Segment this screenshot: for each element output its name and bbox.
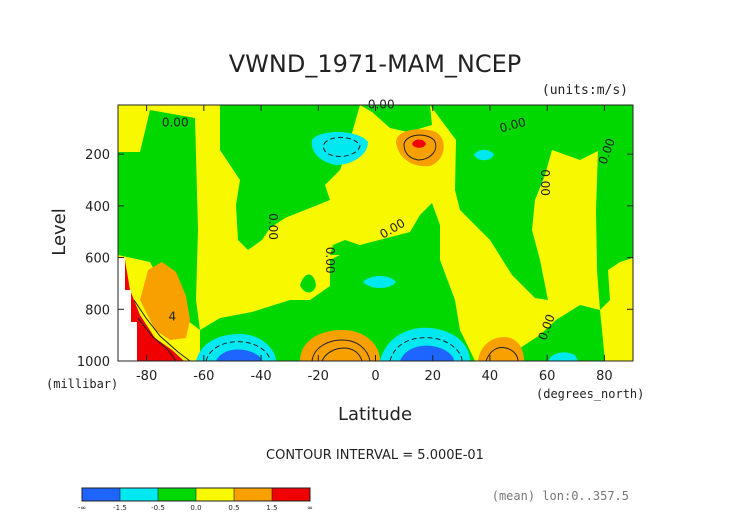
legend-swatch-4: [234, 488, 272, 501]
green-blob-small: [300, 274, 316, 293]
x-tick-label: -60: [193, 369, 214, 384]
y-tick-label: 600: [85, 252, 110, 267]
y-ticks: 200 400 600 800 1000: [77, 148, 633, 370]
contour-lines: [133, 134, 519, 362]
contour-line-dashed-bottom-mid: [389, 337, 463, 362]
x-tick-label: -80: [136, 369, 157, 384]
green-region-west: [118, 110, 200, 330]
green-region-far-east: [596, 145, 633, 310]
legend-swatch-2: [158, 488, 196, 501]
red-region-top: [412, 139, 426, 148]
legend-tick-label: 1.5: [266, 504, 277, 512]
x-tick-label: -20: [308, 369, 329, 384]
green-region-center-top: [360, 105, 432, 132]
orange-region-west: [140, 262, 190, 340]
contour-line-solid-top: [403, 134, 437, 161]
green-region-bottom-right: [518, 305, 605, 361]
x-axis-label: Latitude: [338, 404, 412, 425]
cyan-region-bottom-right: [548, 352, 578, 361]
x-tick-label: 40: [482, 369, 499, 384]
legend-tick-label: ∞: [307, 504, 313, 512]
legend-tick-label: -0.5: [151, 504, 165, 512]
legend-swatch-5: [272, 488, 310, 501]
legend-tick-label: 0.0: [190, 504, 201, 512]
cyan-region-small-east: [474, 149, 494, 161]
contour-labels: 0.000.000.000.000.000.00 0.000.000.004: [162, 98, 618, 343]
chart-title: VWND_1971-MAM_NCEP: [229, 50, 522, 78]
x-tick-label: 60: [539, 369, 556, 384]
x-ticks: -80 -60 -40 -20 0 20 40 60 80: [136, 105, 613, 384]
footer-label: (mean) lon:0..357.5: [492, 489, 629, 503]
orange-region-bottom-mid: [300, 330, 380, 361]
contour-line-solid-bottom-right: [485, 347, 519, 362]
x-units-label: (degrees_north): [536, 387, 644, 401]
legend-swatch-1: [120, 488, 158, 501]
color-legend: -∞ -1.5 -0.5 0.0 0.5 1.5 ∞: [78, 487, 313, 512]
contour-line-dashed-bottom-left: [205, 341, 271, 362]
legend-swatch-3: [196, 488, 234, 501]
contour-label-4: 0.00: [538, 169, 552, 196]
contour-label-9: 4: [169, 310, 177, 324]
y-tick-label: 1000: [77, 355, 110, 370]
contour-regions: [118, 105, 633, 361]
contour-line-solid-west: [133, 299, 191, 362]
missing-data-patch: [118, 258, 137, 361]
legend-tick-label: -1.5: [113, 504, 127, 512]
contour-line-solid-bottom-mid: [311, 339, 371, 362]
legend-swatch-0: [82, 488, 120, 501]
contour-label-7: 0.00: [323, 247, 337, 274]
x-tick-label: 20: [424, 369, 441, 384]
blue-region-bottom-mid: [400, 345, 454, 361]
contour-interval-label: CONTOUR INTERVAL = 5.000E-01: [266, 448, 484, 463]
y-tick-label: 400: [85, 200, 110, 215]
y-axis-label: Level: [49, 208, 70, 256]
contour-line-dashed-top: [323, 137, 361, 157]
y-tick-label: 800: [85, 303, 110, 318]
units-label: (units:m/s): [542, 83, 628, 98]
x-tick-label: 80: [596, 369, 613, 384]
contour-label-2: 0.00: [498, 115, 527, 135]
legend-tick-label: 0.5: [228, 504, 239, 512]
green-region-lower-central: [200, 203, 475, 361]
contour-label-0: 0.00: [162, 116, 189, 130]
y-tick-label: 200: [85, 148, 110, 163]
contour-line-solid-bottom-mid2: [321, 347, 363, 362]
y-units-label: (millibar): [46, 377, 118, 391]
x-tick-label: -40: [250, 369, 271, 384]
x-tick-label: 0: [371, 369, 379, 384]
contour-line-solid-west2: [137, 317, 177, 362]
cyan-region-mid: [363, 276, 396, 288]
blue-region-bottom-left: [216, 349, 262, 361]
contour-label-5: 0.00: [266, 213, 280, 240]
legend-tick-label: -∞: [78, 504, 86, 512]
green-region-upper-mid: [330, 240, 360, 255]
